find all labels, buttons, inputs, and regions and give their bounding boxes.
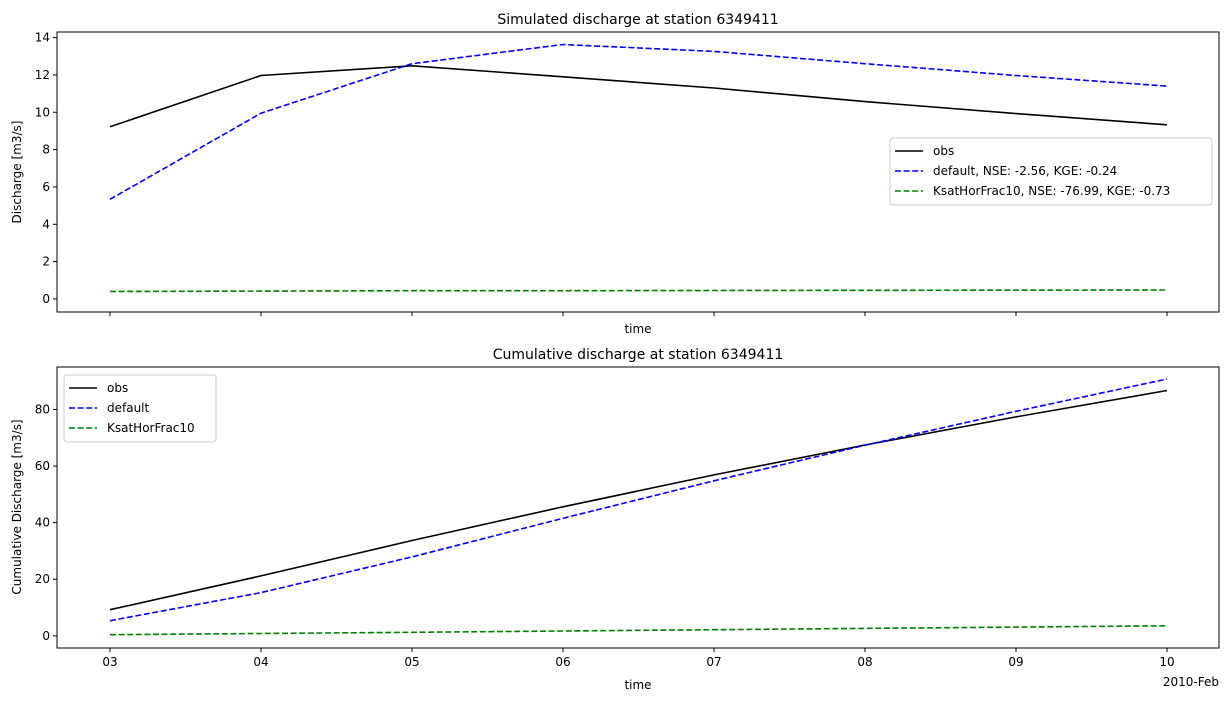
- x-tick-label: 10: [1159, 655, 1174, 669]
- cumulative-plot-frame: [56, 366, 1220, 649]
- legend-box: [63, 374, 217, 443]
- series-line-default: [109, 378, 1168, 622]
- y-tick-label: 40: [35, 516, 50, 530]
- discharge-x-ticks: [109, 312, 1168, 316]
- discharge-legend: obs default, NSE: -2.56, KGE: -0.24 KsatHo…: [889, 137, 1213, 206]
- cumulative-x-ticks: 03 04 05 06 07 08 09 10: [102, 648, 1175, 669]
- x-tick-label: 05: [404, 655, 419, 669]
- legend-label-obs: obs: [107, 381, 128, 395]
- y-tick-label: 2: [42, 255, 50, 269]
- discharge-plot-frame: [56, 31, 1220, 313]
- y-tick-label: 60: [35, 459, 50, 473]
- discharge-y-ticks: 0 2 4 6 8 10 12 14: [35, 31, 57, 306]
- x-tick-label: 09: [1008, 655, 1023, 669]
- series-line-ksathorfrac10: [109, 289, 1168, 293]
- y-tick-label: 0: [42, 629, 50, 643]
- y-tick-label: 14: [35, 31, 50, 45]
- x-tick-label: 04: [253, 655, 268, 669]
- x-tick-label: 06: [555, 655, 570, 669]
- y-tick-label: 6: [42, 180, 50, 194]
- x-tick-label: 07: [706, 655, 721, 669]
- discharge-y-label: Discharge [m3/s]: [10, 121, 24, 224]
- x-offset-label: 2010-Feb: [1163, 675, 1219, 689]
- cumulative-x-label: time: [624, 678, 651, 692]
- discharge-plot: Simulated discharge at station 6349411 0…: [10, 12, 1220, 336]
- series-line-default: [109, 43, 1168, 200]
- cumulative-plot-title: Cumulative discharge at station 6349411: [493, 347, 784, 363]
- series-line-ksathorfrac10: [109, 625, 1168, 636]
- cumulative-y-ticks: 0 20 40 60 80: [35, 402, 57, 643]
- y-tick-label: 8: [42, 143, 50, 157]
- y-tick-label: 10: [35, 105, 50, 119]
- cumulative-y-label: Cumulative Discharge [m3/s]: [10, 419, 24, 594]
- discharge-x-label: time: [624, 322, 651, 336]
- y-tick-label: 0: [42, 292, 50, 306]
- legend-label-ksathorfrac10: KsatHorFrac10, NSE: -76.99, KGE: -0.73: [933, 184, 1170, 198]
- legend-label-default: default, NSE: -2.56, KGE: -0.24: [933, 164, 1117, 178]
- discharge-plot-title: Simulated discharge at station 6349411: [497, 12, 778, 28]
- y-tick-label: 12: [35, 68, 50, 82]
- cumulative-plot: Cumulative discharge at station 6349411 …: [10, 347, 1220, 692]
- discharge-series-lines: [109, 43, 1168, 293]
- series-line-obs: [109, 389, 1168, 611]
- legend-label-ksathorfrac10: KsatHorFrac10: [107, 421, 195, 435]
- legend-box: [889, 137, 1213, 206]
- cumulative-series-lines: [109, 378, 1168, 636]
- series-line-obs: [109, 64, 1168, 128]
- x-tick-label: 08: [857, 655, 872, 669]
- y-tick-label: 4: [42, 217, 50, 231]
- cumulative-legend: obs default KsatHorFrac10: [63, 374, 217, 443]
- x-tick-label: 03: [102, 655, 117, 669]
- y-tick-label: 80: [35, 402, 50, 416]
- y-tick-label: 20: [35, 572, 50, 586]
- legend-label-default: default: [107, 401, 150, 415]
- legend-label-obs: obs: [933, 144, 954, 158]
